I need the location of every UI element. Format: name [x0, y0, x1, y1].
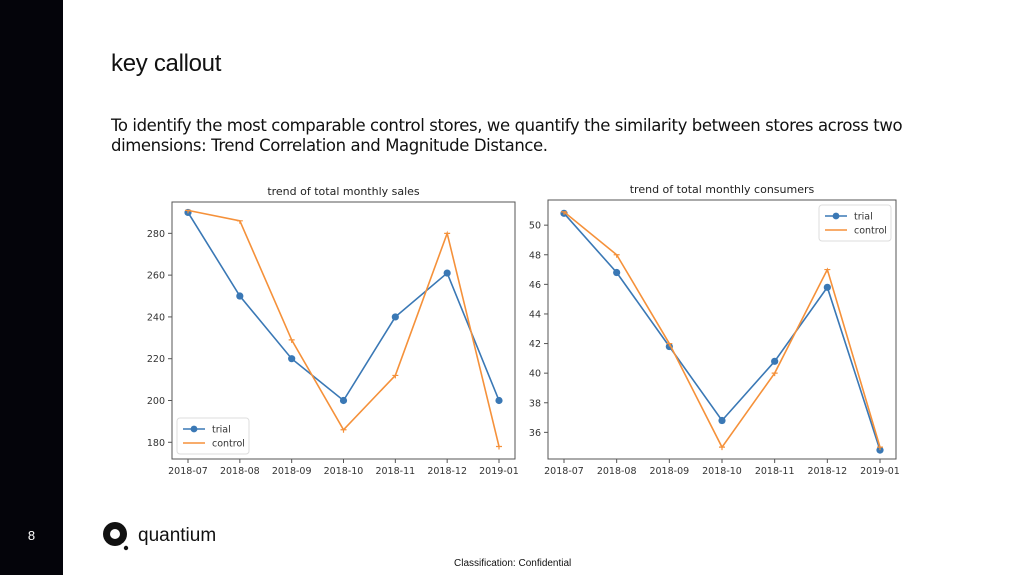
chart-legend: trial control	[176, 417, 250, 455]
legend-label-control: control	[854, 226, 887, 237]
y-tick-label: 46	[529, 280, 541, 291]
data-point-trial	[236, 292, 244, 300]
y-tick-label: 220	[147, 354, 165, 365]
data-point-control	[877, 446, 883, 451]
data-point-control	[236, 220, 243, 224]
data-point-control	[288, 339, 295, 343]
x-tick-label: 2018-11	[375, 466, 415, 477]
y-tick-label: 200	[147, 396, 165, 407]
y-tick-label: 36	[529, 428, 541, 439]
data-point-control	[771, 372, 778, 377]
y-tick-label: 44	[529, 309, 541, 320]
x-tick-label: 2018-11	[755, 466, 795, 477]
x-tick-label: 2018-10	[702, 466, 742, 477]
y-tick-label: 240	[147, 312, 165, 323]
series-line-trial	[187, 212, 500, 402]
chart-title: trend of total monthly consumers	[630, 183, 815, 196]
data-point-trial	[718, 416, 726, 425]
data-point-control	[824, 268, 831, 273]
x-tick-label: 2019-01	[479, 466, 519, 477]
data-point-control	[561, 211, 567, 215]
x-tick-label: 2019-01	[860, 466, 900, 477]
slide-title: key callout	[111, 50, 222, 77]
series-line-trial	[563, 212, 881, 451]
y-tick-label: 38	[529, 398, 541, 409]
x-tick-label: 2018-09	[272, 466, 312, 477]
quantium-q-logo-icon	[103, 522, 129, 551]
x-tick-label: 2018-08	[597, 466, 637, 477]
data-point-control	[392, 374, 399, 379]
chart-legend: trial control	[818, 204, 892, 242]
series-line-control	[187, 209, 500, 447]
y-tick-label: 260	[147, 271, 165, 282]
data-point-trial	[823, 283, 831, 291]
x-tick-label: 2018-07	[544, 466, 584, 477]
legend-label-trial: trial	[212, 425, 231, 436]
x-tick-label: 2018-08	[220, 466, 260, 477]
data-point-control	[496, 445, 502, 450]
data-point-control	[719, 446, 725, 451]
series-line-control	[563, 211, 881, 449]
data-point-trial	[288, 355, 296, 363]
data-point-trial	[613, 268, 621, 277]
legend-label-trial: trial	[854, 212, 873, 223]
x-tick-label: 2018-09	[649, 466, 689, 477]
classification-label: Classification: Confidential	[454, 558, 572, 569]
y-tick-label: 50	[529, 221, 541, 232]
data-point-control	[613, 254, 620, 258]
y-tick-label: 48	[529, 250, 541, 261]
data-point-control	[340, 429, 347, 433]
legend-marker-trial	[190, 425, 198, 433]
logo-text: quantium	[138, 525, 217, 546]
data-point-trial	[339, 396, 348, 405]
data-point-trial	[495, 396, 503, 405]
sidebar-bar	[0, 0, 63, 575]
legend-label-control: control	[212, 439, 245, 450]
page-number: 8	[27, 528, 36, 543]
data-point-trial	[443, 269, 451, 277]
y-tick-label: 40	[529, 369, 541, 380]
y-tick-label: 42	[529, 339, 541, 350]
data-point-control	[185, 209, 191, 214]
y-tick-label: 180	[147, 438, 165, 449]
data-point-control	[444, 232, 451, 237]
data-point-trial	[771, 357, 779, 365]
x-tick-label: 2018-12	[807, 466, 847, 477]
sales-trend-chart: trend of total monthly sales 180 200 220 240…	[147, 185, 519, 477]
consumers-trend-chart: trend of total monthly consumers 36 38 40 42…	[529, 183, 900, 477]
chart-title: trend of total monthly sales	[267, 185, 420, 198]
x-tick-label: 2018-12	[427, 466, 467, 477]
quantium-logo: quantium	[100, 520, 216, 552]
slide-body-text: To identify the most comparable control …	[111, 116, 903, 155]
data-point-control	[666, 342, 673, 347]
x-tick-label: 2018-07	[168, 466, 208, 477]
data-point-trial	[391, 313, 399, 321]
y-tick-label: 280	[147, 229, 165, 240]
legend-marker-trial	[832, 212, 840, 220]
x-tick-label: 2018-10	[324, 466, 364, 477]
